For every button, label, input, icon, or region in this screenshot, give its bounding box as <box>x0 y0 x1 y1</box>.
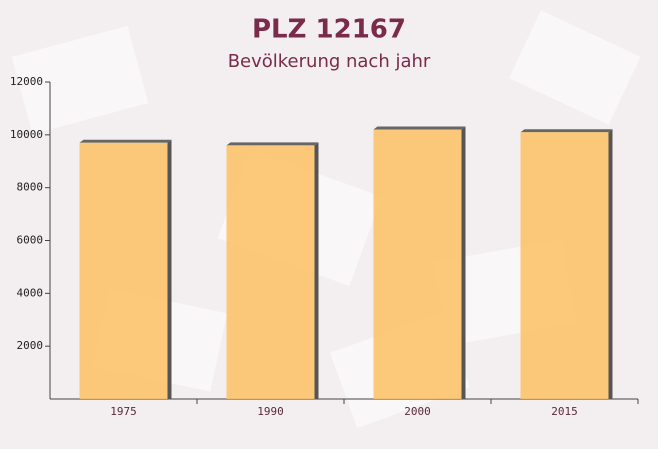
bar-shadow <box>461 126 466 400</box>
y-tick-label: 12000 <box>10 75 43 88</box>
bar <box>520 132 609 400</box>
x-tick-label: 1990 <box>257 405 284 418</box>
chart-subtitle: Bevölkerung nach jahr <box>228 51 431 72</box>
bar-shadow <box>167 139 172 399</box>
bar-top <box>520 129 613 133</box>
y-tick-label: 4000 <box>17 286 44 299</box>
x-tick-label: 2000 <box>404 405 431 418</box>
chart-title: PLZ 12167 <box>252 15 406 45</box>
bar-top <box>373 126 466 130</box>
bar-shadow <box>314 142 319 399</box>
y-tick-label: 8000 <box>17 181 44 194</box>
bar <box>79 142 168 399</box>
y-tick-label: 2000 <box>17 339 44 352</box>
y-tick-label: 6000 <box>17 234 44 247</box>
bar-top <box>79 139 172 143</box>
x-tick-label: 2015 <box>551 405 578 418</box>
bar-top <box>226 142 319 146</box>
bar-shadow <box>608 129 613 400</box>
x-tick-label: 1975 <box>110 405 137 418</box>
bar <box>226 145 315 399</box>
y-tick-label: 10000 <box>10 128 43 141</box>
bar <box>373 129 462 400</box>
